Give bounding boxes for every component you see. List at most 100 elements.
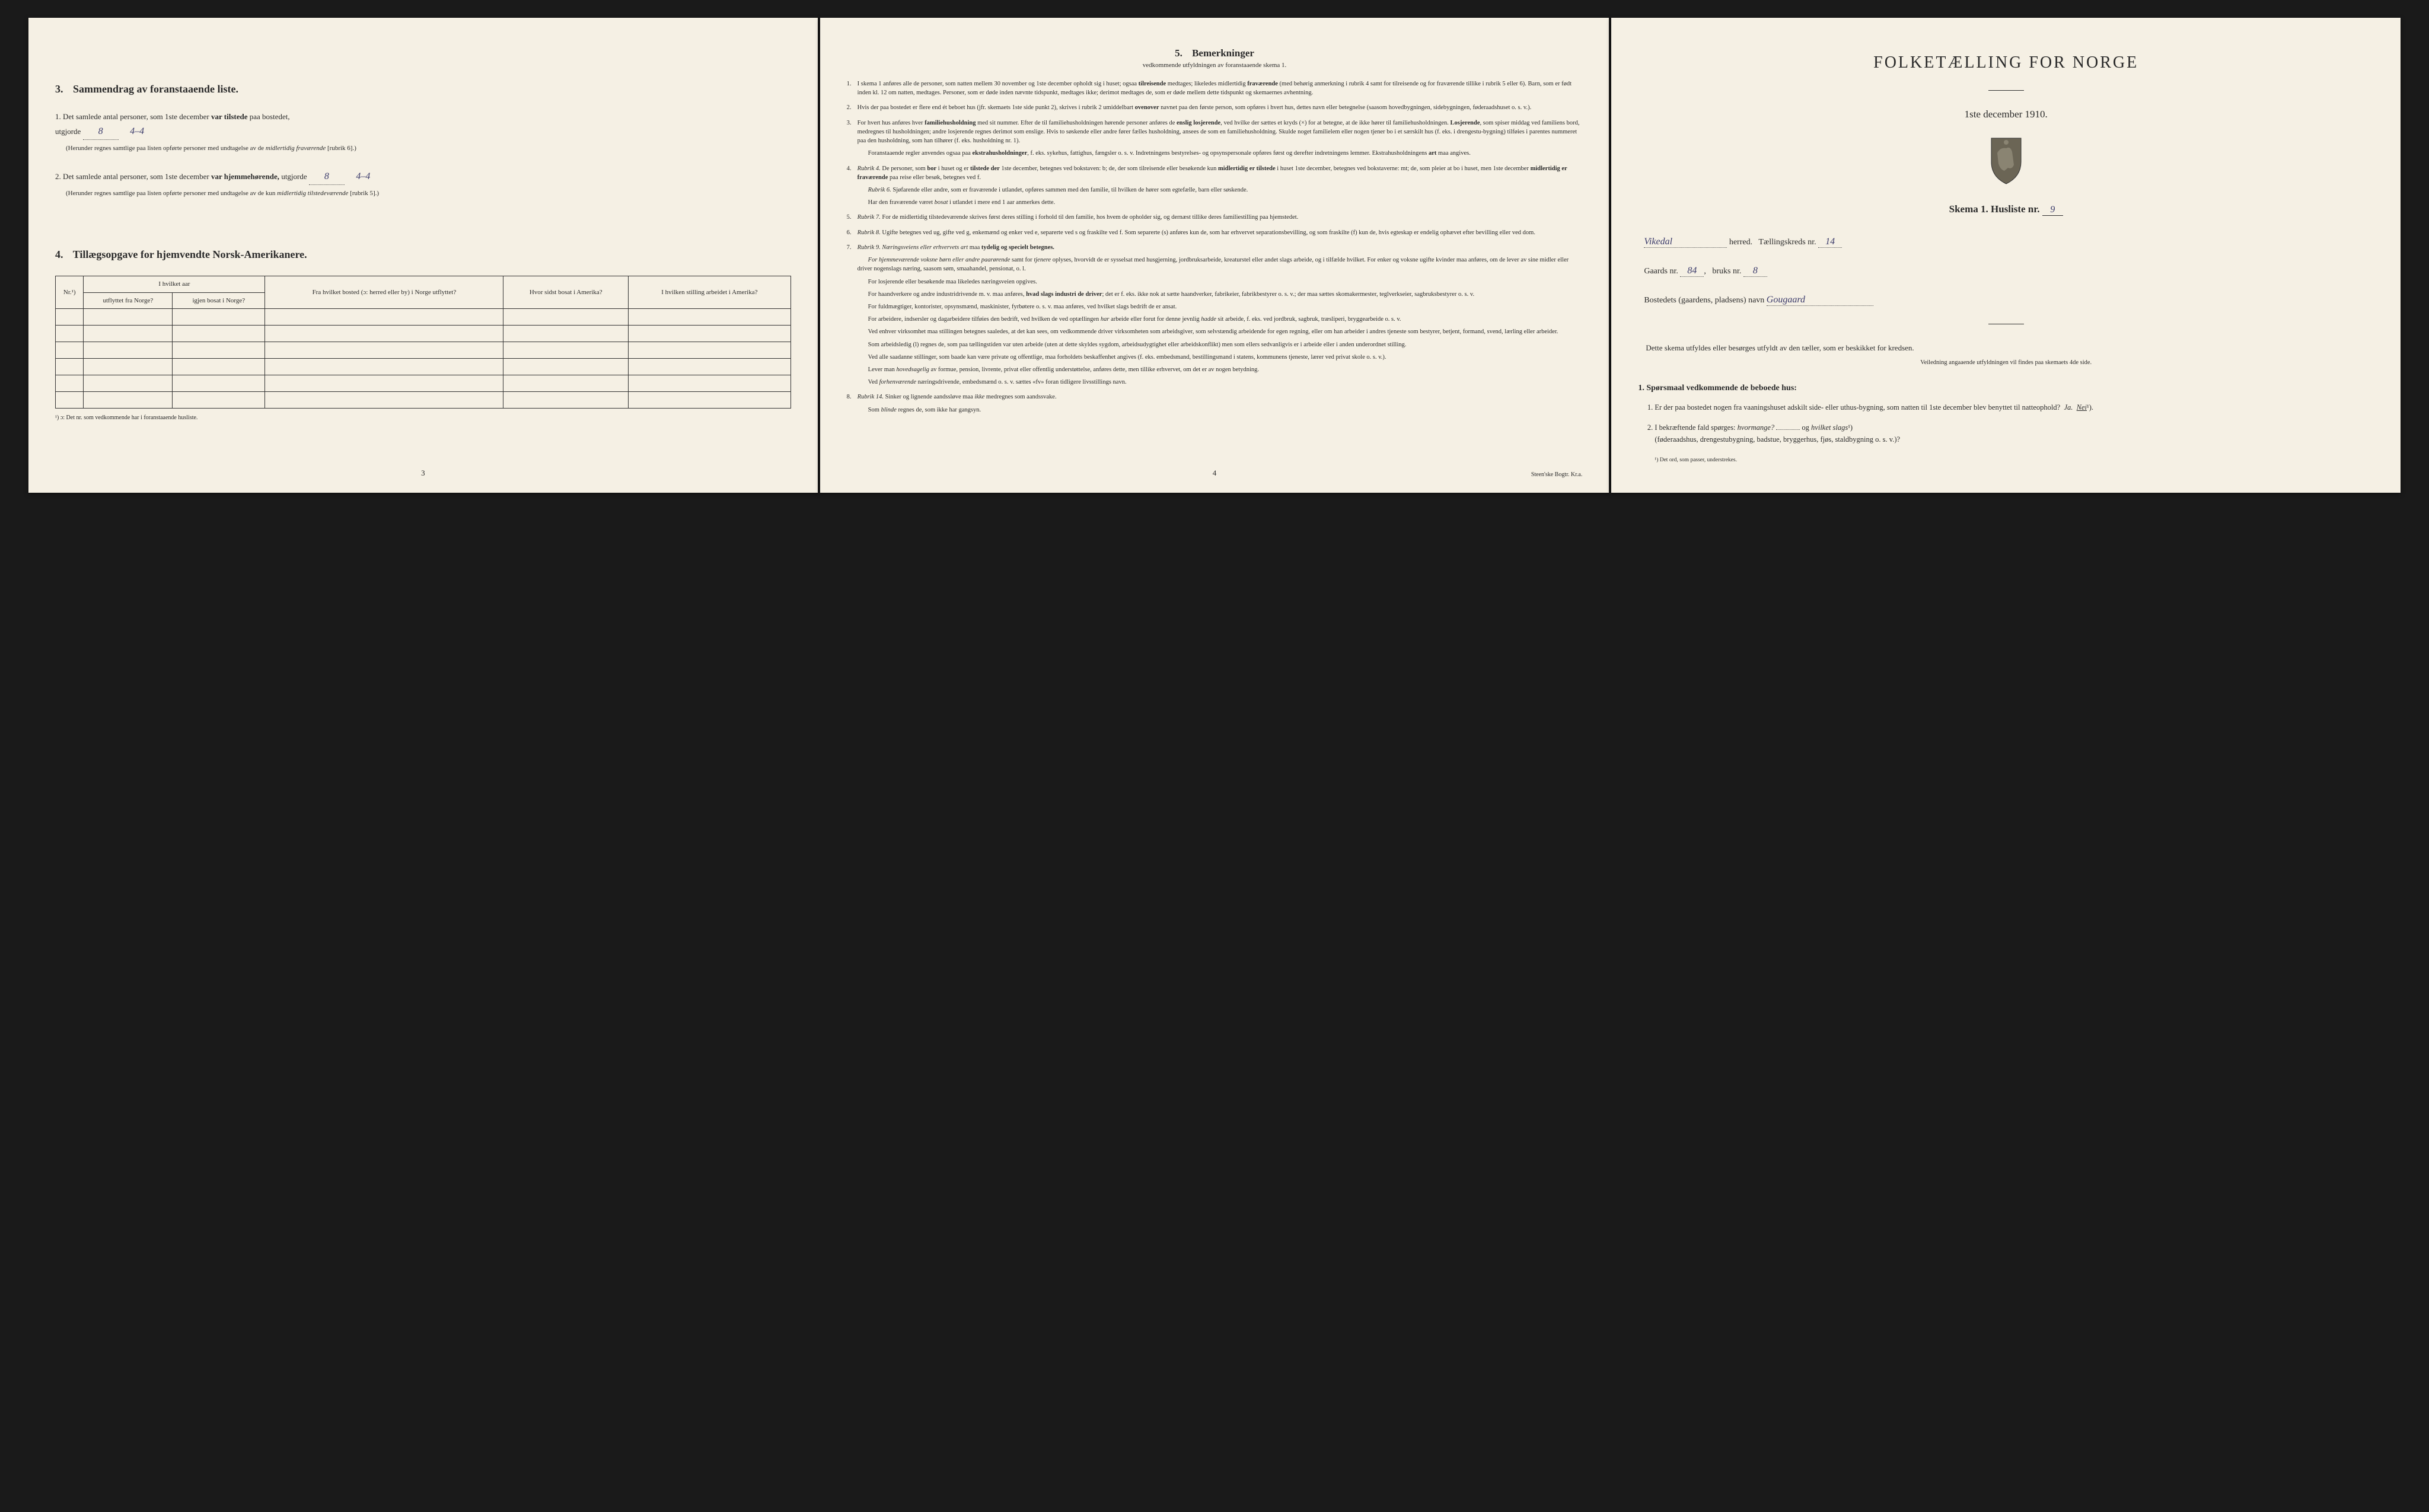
remark-text: Rubrik 14. Sinker og lignende aandssløve… bbox=[858, 394, 1057, 400]
remark-num: 6. bbox=[847, 228, 852, 237]
section-4-heading: 4. Tillægsopgave for hjemvendte Norsk-Am… bbox=[55, 248, 791, 261]
fill-value-1b: 4–4 bbox=[130, 126, 144, 136]
census-document: 3. Sammendrag av foranstaaende liste. 1.… bbox=[28, 18, 2401, 493]
fill-value-1: 8 bbox=[83, 123, 119, 140]
summary-item-2: 2. Det samlede antal personer, som 1ste … bbox=[55, 168, 791, 199]
remark-item: 6. Rubrik 8. Ugifte betegnes ved ug, gift… bbox=[847, 228, 1583, 237]
item-text: paa bostedet, bbox=[250, 112, 290, 121]
census-title: FOLKETÆLLING FOR NORGE bbox=[1638, 53, 2374, 72]
table-row bbox=[56, 392, 791, 409]
item-bold: var tilstede bbox=[211, 112, 248, 121]
remark-item: 2. Hvis der paa bostedet er flere end ét … bbox=[847, 103, 1583, 112]
remark-para: For fuldmægtiger, kontorister, opsynsmæn… bbox=[858, 302, 1583, 311]
remark-para: Som arbeidsledig (l) regnes de, som paa … bbox=[858, 340, 1583, 349]
husliste-nr: 9 bbox=[2042, 205, 2063, 216]
instruction-text: Dette skema utfyldes eller besørges utfy… bbox=[1638, 342, 2374, 355]
table-row bbox=[56, 359, 791, 375]
item-bold: var hjemmehørende, bbox=[211, 172, 279, 181]
remark-text: Rubrik 4. De personer, som bor i huset o… bbox=[858, 165, 1567, 181]
item-text: Det samlede antal personer, som 1ste dec… bbox=[63, 172, 209, 181]
remark-para: Ved alle saadanne stillinger, som baade … bbox=[858, 353, 1583, 362]
herred-line: Vikedal herred. Tællingskreds nr. 14 bbox=[1638, 237, 2374, 248]
item-text: Det samlede antal personer, som 1ste dec… bbox=[63, 112, 209, 121]
item-text: utgjorde bbox=[55, 127, 81, 136]
page-1-cover: FOLKETÆLLING FOR NORGE 1ste december 191… bbox=[1611, 18, 2401, 493]
remark-num: 4. bbox=[847, 164, 852, 173]
item-num: 2. bbox=[55, 172, 61, 181]
remark-text: Rubrik 8. Ugifte betegnes ved ug, gifte … bbox=[858, 229, 1535, 236]
remark-item: 4. Rubrik 4. De personer, som bor i huset… bbox=[847, 164, 1583, 208]
remark-item: 7.Rubrik 9. Næringsveiens eller erhverve… bbox=[847, 243, 1583, 387]
remark-item: 3. For hvert hus anføres hver familiehush… bbox=[847, 119, 1583, 158]
section-3-heading: 3. Sammendrag av foranstaaende liste. bbox=[55, 83, 791, 95]
page-number: 4 bbox=[1213, 468, 1217, 478]
footnote: ¹) Det ord, som passer, understrekes. bbox=[1638, 457, 2374, 463]
section-title: Sammendrag av foranstaaende liste. bbox=[73, 83, 238, 95]
section-title: Bemerkninger bbox=[1192, 47, 1254, 59]
census-date: 1ste december 1910. bbox=[1638, 109, 2374, 120]
page-number: 3 bbox=[421, 468, 425, 478]
bruk-nr: 8 bbox=[1743, 266, 1767, 277]
table-row bbox=[56, 342, 791, 359]
table-row bbox=[56, 309, 791, 326]
th-c2: igjen bosat i Norge? bbox=[173, 292, 265, 308]
section-5-heading: 5. Bemerkninger bbox=[847, 47, 1583, 59]
remark-num: 8. bbox=[847, 393, 852, 401]
remark-sub: Foranstaaende regler anvendes ogsaa paa … bbox=[858, 149, 1583, 158]
th-c4: Hvor sidst bosat i Amerika? bbox=[503, 276, 629, 309]
bosted-line: Bostedets (gaardens, pladsens) navn Goug… bbox=[1638, 295, 2374, 306]
gaard-nr: 84 bbox=[1680, 266, 1704, 277]
question-heading: 1. Spørsmaal vedkommende de beboede hus: bbox=[1638, 384, 2374, 393]
remark-item: 5. Rubrik 7. For de midlertidig tilstedev… bbox=[847, 213, 1583, 222]
fill-value-2b: 4–4 bbox=[356, 171, 370, 181]
answer-nei-underlined: Nei bbox=[2077, 403, 2087, 412]
remark-sub: For hjemmeværende voksne børn eller andr… bbox=[858, 256, 1583, 273]
remark-item: 1.I skema 1 anføres alle de personer, so… bbox=[847, 79, 1583, 97]
th-nr: Nr.¹) bbox=[56, 276, 84, 309]
remark-num: 7. bbox=[847, 243, 852, 252]
remark-text: For hvert hus anføres hver familiehushol… bbox=[858, 120, 1580, 144]
herred-value: Vikedal bbox=[1644, 237, 1727, 248]
remark-num: 5. bbox=[847, 213, 852, 222]
remark-num: 1. bbox=[847, 79, 852, 88]
table-footnote: ¹) ɔ: Det nr. som vedkommende har i fora… bbox=[55, 414, 791, 421]
th-c5: I hvilken stilling arbeidet i Amerika? bbox=[629, 276, 791, 309]
emigrant-table: Nr.¹) I hvilket aar Fra hvilket bosted (… bbox=[55, 276, 791, 409]
printer-mark: Steen'ske Bogtr. Kr.a. bbox=[1531, 471, 1583, 478]
section-title: Tillægsopgave for hjemvendte Norsk-Ameri… bbox=[73, 248, 307, 260]
item-text: utgjorde bbox=[281, 172, 307, 181]
remark-para: Lever man hovedsagelig av formue, pensio… bbox=[858, 365, 1583, 374]
remark-num: 3. bbox=[847, 119, 852, 127]
remark-para: For haandverkere og andre industridriven… bbox=[858, 290, 1583, 299]
coat-of-arms-icon bbox=[1985, 135, 2027, 186]
skema-line: Skema 1. Husliste nr. 9 bbox=[1638, 203, 2374, 216]
remark-para: For losjerende eller besøkende maa likel… bbox=[858, 277, 1583, 286]
table-row bbox=[56, 375, 791, 392]
paren-note: (Herunder regnes samtlige paa listen opf… bbox=[66, 189, 791, 199]
gaard-line: Gaards nr. 84, bruks nr. 8 bbox=[1638, 266, 2374, 277]
remark-sub: Som blinde regnes de, som ikke har gangs… bbox=[858, 406, 1583, 414]
hvormange-fill bbox=[1776, 429, 1800, 430]
summary-item-1: 1. Det samlede antal personer, som 1ste … bbox=[55, 110, 791, 154]
th-group: I hvilket aar bbox=[84, 276, 265, 292]
question-1: Er der paa bostedet nogen fra vaaningshu… bbox=[1655, 401, 2374, 413]
remark-sub: Rubrik 6. Sjøfarende eller andre, som er… bbox=[858, 186, 1583, 194]
section-num: 5. bbox=[1175, 47, 1182, 59]
remark-item: 8. Rubrik 14. Sinker og lignende aandsslø… bbox=[847, 393, 1583, 414]
section-num: 4. bbox=[55, 248, 63, 260]
remark-para: For arbeidere, indsersler og dagarbeider… bbox=[858, 315, 1583, 324]
th-c1: utflyttet fra Norge? bbox=[84, 292, 173, 308]
question-2: I bekræftende fald spørges: hvormange? o… bbox=[1655, 422, 2374, 445]
table-row bbox=[56, 326, 791, 342]
page-4: 5. Bemerkninger vedkommende utfyldningen… bbox=[820, 18, 1609, 493]
question-list: Er der paa bostedet nogen fra vaaningshu… bbox=[1638, 401, 2374, 445]
remark-text: Rubrik 7. For de midlertidig tilstedevær… bbox=[858, 214, 1299, 221]
remark-text: Hvis der paa bostedet er flere end ét be… bbox=[858, 104, 1532, 111]
remark-para: Ved enhver virksomhet maa stillingen bet… bbox=[858, 327, 1583, 336]
taellingskreds-nr: 14 bbox=[1818, 237, 1842, 248]
th-c3: Fra hvilket bosted (ɔ: herred eller by) … bbox=[265, 276, 503, 309]
remark-num: 2. bbox=[847, 103, 852, 112]
remark-sub: Har den fraværende været bosat i utlande… bbox=[858, 198, 1583, 207]
remarks-list: 1.I skema 1 anføres alle de personer, so… bbox=[847, 79, 1583, 414]
paren-note: (Herunder regnes samtlige paa listen opf… bbox=[66, 143, 791, 154]
